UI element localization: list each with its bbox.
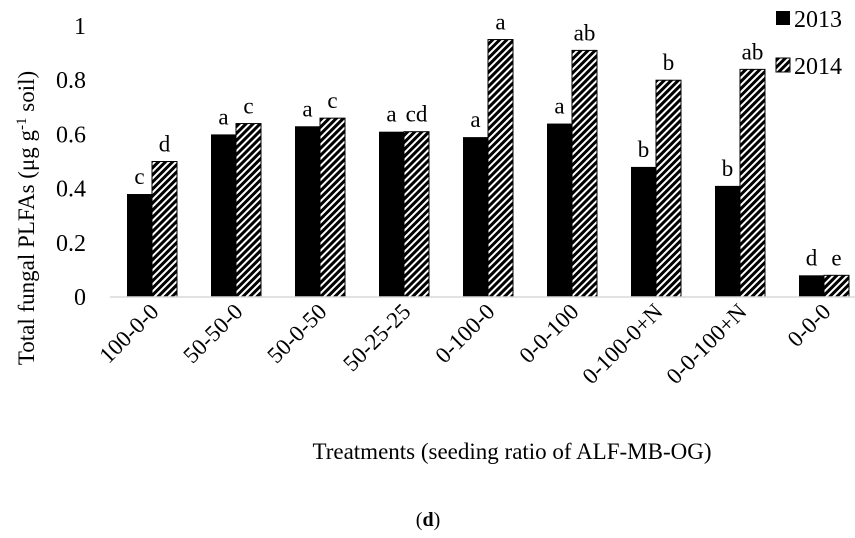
x-axis-tick-labels: 100-0-0 50-50-0 50-0-50 50-25-25 0-100-0 0-0-…: [94, 299, 835, 389]
y-axis-tick-labels: 0 0.2 0.4 0.6 0.8 1: [56, 14, 86, 311]
x-axis-title: Treatments (seeding ratio of ALF-MB-OG): [312, 439, 711, 464]
bar-2013: [127, 194, 152, 297]
legend-label-2014: 2014: [794, 54, 842, 80]
x-tick-label: 0-0-100: [514, 299, 583, 368]
x-tick-label: 0-0-100+N: [661, 299, 751, 389]
x-tick-label: 0-0-0: [783, 299, 836, 352]
y-tick-label: 0.8: [56, 68, 86, 94]
significance-letter-2013: d: [806, 245, 818, 270]
y-axis-title-main: Total fungal PLFAs (μg g: [14, 129, 39, 365]
x-tick-label: 50-50-0: [178, 299, 247, 368]
legend-label-2013: 2013: [794, 7, 842, 33]
bar-2013: [379, 131, 404, 297]
bar-2013: [547, 123, 572, 297]
bar-2013: [715, 185, 740, 297]
significance-letter-2014: b: [663, 50, 675, 75]
y-tick-label: 0.2: [56, 231, 86, 257]
significance-letter-2014: cd: [406, 102, 428, 127]
significance-letter-2013: c: [134, 164, 144, 189]
y-tick-label: 0.4: [56, 177, 86, 203]
y-axis-title-tail: soil): [14, 71, 39, 118]
legend-swatch-2014: [775, 57, 791, 73]
significance-letter-2013: a: [554, 94, 564, 119]
bar-2014: [487, 39, 514, 298]
x-tick-label: 50-0-50: [262, 299, 331, 368]
bar-2013: [799, 275, 824, 297]
y-axis-title-superscript: -1: [14, 117, 30, 130]
legend: 2013 2014: [775, 7, 842, 80]
bar-2014: [823, 274, 850, 298]
significance-letter-2014: c: [327, 88, 337, 113]
bar-2014: [151, 161, 178, 298]
y-tick-label: 1: [74, 14, 86, 40]
bar-2014: [319, 117, 346, 298]
significance-letter-2013: a: [470, 107, 480, 132]
bar-2014: [739, 68, 766, 298]
significance-letter-2014: c: [243, 94, 253, 119]
significance-letter-2013: a: [302, 96, 312, 121]
legend-swatch-2013: [776, 11, 790, 25]
panel-label-letter: d: [422, 509, 433, 531]
bar-2014: [655, 79, 682, 298]
y-axis-title: Total fungal PLFAs (μg g-1 soil): [14, 71, 39, 365]
y-tick-label: 0.6: [56, 122, 86, 148]
significance-letter-2013: a: [386, 102, 396, 127]
significance-letter-2013: b: [638, 137, 650, 162]
bar-2013: [631, 166, 656, 297]
significance-letter-2014: ab: [574, 20, 596, 45]
significance-letter-2014: d: [159, 132, 171, 157]
bar-2013: [211, 134, 236, 297]
x-tick-label: 100-0-0: [94, 299, 163, 368]
significance-letter-2013: a: [218, 104, 228, 129]
significance-letter-2013: b: [722, 156, 734, 181]
bars: [127, 39, 850, 298]
panel-label: (d): [416, 509, 440, 531]
bar-2014: [403, 131, 430, 298]
bar-2014: [235, 123, 262, 298]
y-tick-label: 0: [74, 285, 86, 311]
bar-2013: [463, 137, 488, 297]
x-tick-label: 50-25-25: [338, 299, 415, 376]
significance-letter-2014: e: [831, 245, 841, 270]
significance-letter-2014: ab: [742, 39, 764, 64]
significance-letter-2014: a: [495, 10, 505, 35]
x-tick-label: 0-100-0+N: [577, 299, 667, 389]
x-tick-label: 0-100-0: [430, 299, 499, 368]
bar-2014: [571, 49, 598, 298]
bar-2013: [295, 126, 320, 298]
